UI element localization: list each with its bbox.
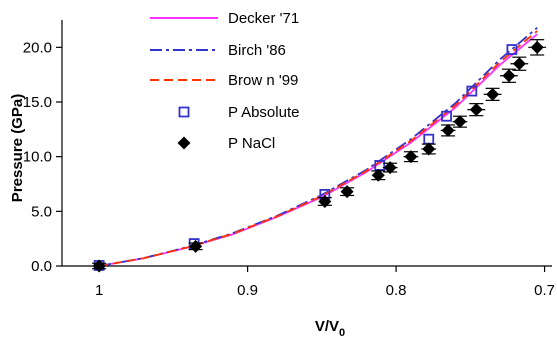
legend-swatch-p-nacl (177, 136, 191, 150)
data-point-p-nacl (189, 239, 203, 253)
data-point-p-nacl (318, 194, 332, 208)
series-line-decker-71 (98, 33, 538, 267)
data-point-p-nacl (502, 69, 516, 83)
legend-swatch-p-absolute (178, 106, 190, 118)
data-point-p-nacl (92, 259, 106, 273)
data-point-p-nacl (340, 185, 354, 199)
legend-label-decker-71: Decker '71 (228, 10, 299, 27)
y-tick-label: 5.0 (31, 203, 52, 220)
x-axis-title-subscript: 0 (339, 327, 345, 339)
series-line-birch-86 (98, 27, 538, 267)
data-point-p-absolute (441, 110, 452, 122)
data-point-p-nacl (441, 123, 455, 137)
legend-label-birch-86: Birch '86 (228, 42, 286, 59)
data-point-p-nacl (422, 142, 436, 156)
data-point-p-nacl (469, 103, 483, 117)
y-tick-label: 20.0 (23, 39, 52, 56)
series-line-brow-n-99 (98, 30, 538, 267)
y-tick-label: 10.0 (23, 149, 52, 166)
legend: Decker '71 Birch '86 Brow n '99 P Absolute P… (150, 10, 299, 152)
x-tick-label: 0.9 (237, 282, 258, 299)
data-point-p-nacl (453, 115, 467, 129)
data-point-p-absolute (423, 133, 435, 145)
legend-label-p-absolute: P Absolute (228, 104, 299, 121)
y-tick-label: 15.0 (23, 94, 52, 111)
x-tick-label: 1 (95, 282, 103, 299)
series-layer (92, 27, 547, 273)
data-point-p-absolute (506, 44, 518, 55)
data-point-p-nacl (512, 57, 526, 71)
x-tick-label: 0.7 (534, 282, 555, 299)
data-point-p-nacl (486, 87, 500, 101)
data-point-p-nacl (404, 150, 418, 164)
y-tick-label: 0.0 (31, 258, 52, 275)
x-axis-title: V/V0 (315, 318, 345, 339)
legend-label-brow-n-99: Brow n '99 (228, 72, 298, 89)
axes: 1 0.9 0.8 0.7 0.0 5.0 10.0 15.0 20.0 (23, 20, 555, 299)
data-point-p-absolute (466, 85, 478, 97)
y-axis-title: Pressure (GPa) (9, 94, 26, 202)
data-point-p-absolute (374, 160, 386, 171)
data-point-p-nacl (383, 161, 397, 175)
data-point-p-nacl (530, 40, 544, 54)
legend-label-p-nacl: P NaCl (228, 135, 275, 152)
data-point-p-nacl (371, 168, 385, 182)
x-tick-label: 0.8 (386, 282, 407, 299)
